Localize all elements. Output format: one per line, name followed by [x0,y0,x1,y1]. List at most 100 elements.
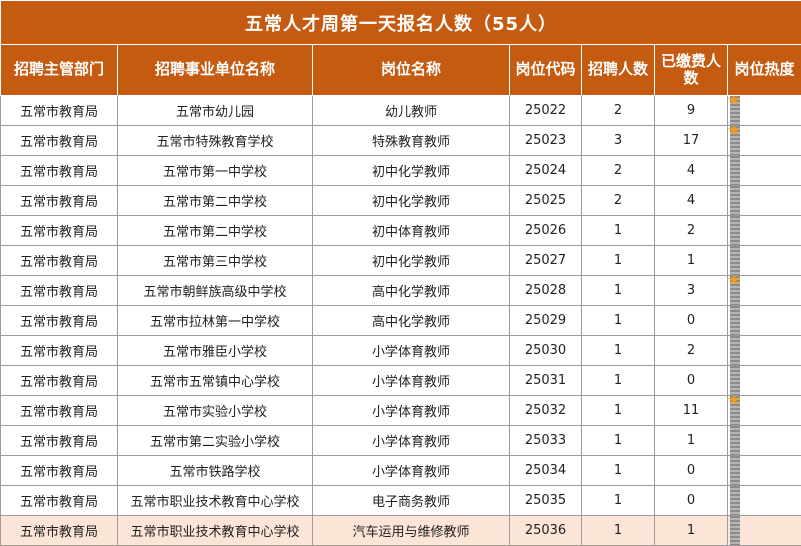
cell-post[interactable]: 幼儿教师 [313,96,510,126]
cell-heat[interactable]: ★ [728,96,801,126]
cell-dept[interactable]: 五常市教育局 [1,96,118,126]
col-header-unit[interactable]: 招聘事业单位名称 [118,45,313,96]
cell-hire[interactable]: 1 [582,516,655,546]
cell-paid[interactable]: 4 [655,186,728,216]
cell-heat[interactable] [728,306,801,336]
cell-heat[interactable] [728,516,801,546]
cell-post[interactable]: 初中体育教师 [313,216,510,246]
cell-hire[interactable]: 1 [582,396,655,426]
cell-code[interactable]: 25023 [510,126,582,156]
cell-hire[interactable]: 2 [582,96,655,126]
cell-dept[interactable]: 五常市教育局 [1,366,118,396]
cell-unit[interactable]: 五常市幼儿园 [118,96,313,126]
cell-heat[interactable] [728,156,801,186]
cell-unit[interactable]: 五常市职业技术教育中心学校 [118,516,313,546]
cell-paid[interactable]: 11 [655,396,728,426]
cell-hire[interactable]: 2 [582,156,655,186]
cell-post[interactable]: 小学体育教师 [313,456,510,486]
col-header-code[interactable]: 岗位代码 [510,45,582,96]
cell-paid[interactable]: 2 [655,336,728,366]
cell-code[interactable]: 25025 [510,186,582,216]
cell-unit[interactable]: 五常市第二中学校 [118,186,313,216]
cell-paid[interactable]: 3 [655,276,728,306]
cell-post[interactable]: 小学体育教师 [313,426,510,456]
cell-dept[interactable]: 五常市教育局 [1,306,118,336]
cell-post[interactable]: 初中化学教师 [313,186,510,216]
cell-post[interactable]: 小学体育教师 [313,366,510,396]
cell-heat[interactable]: ★ [728,276,801,306]
cell-unit[interactable]: 五常市职业技术教育中心学校 [118,486,313,516]
cell-paid[interactable]: 1 [655,426,728,456]
col-header-dept[interactable]: 招聘主管部门 [1,45,118,96]
cell-heat[interactable] [728,186,801,216]
cell-hire[interactable]: 1 [582,486,655,516]
cell-heat[interactable] [728,216,801,246]
cell-paid[interactable]: 0 [655,486,728,516]
cell-unit[interactable]: 五常市雅臣小学校 [118,336,313,366]
cell-code[interactable]: 25030 [510,336,582,366]
cell-hire[interactable]: 2 [582,186,655,216]
cell-heat[interactable] [728,366,801,396]
cell-dept[interactable]: 五常市教育局 [1,396,118,426]
cell-unit[interactable]: 五常市第二中学校 [118,216,313,246]
cell-hire[interactable]: 1 [582,276,655,306]
cell-post[interactable]: 高中化学教师 [313,276,510,306]
cell-dept[interactable]: 五常市教育局 [1,276,118,306]
cell-paid[interactable]: 17 [655,126,728,156]
cell-code[interactable]: 25036 [510,516,582,546]
cell-heat[interactable] [728,426,801,456]
cell-code[interactable]: 25027 [510,246,582,276]
cell-code[interactable]: 25034 [510,456,582,486]
cell-heat[interactable] [728,456,801,486]
cell-hire[interactable]: 1 [582,426,655,456]
cell-dept[interactable]: 五常市教育局 [1,186,118,216]
cell-dept[interactable]: 五常市教育局 [1,336,118,366]
cell-paid[interactable]: 0 [655,306,728,336]
cell-hire[interactable]: 1 [582,306,655,336]
cell-unit[interactable]: 五常市实验小学校 [118,396,313,426]
cell-dept[interactable]: 五常市教育局 [1,216,118,246]
cell-code[interactable]: 25035 [510,486,582,516]
cell-code[interactable]: 25022 [510,96,582,126]
cell-post[interactable]: 特殊教育教师 [313,126,510,156]
cell-code[interactable]: 25024 [510,156,582,186]
cell-paid[interactable]: 4 [655,156,728,186]
cell-code[interactable]: 25031 [510,366,582,396]
cell-post[interactable]: 高中化学教师 [313,306,510,336]
cell-hire[interactable]: 1 [582,456,655,486]
cell-dept[interactable]: 五常市教育局 [1,426,118,456]
cell-post[interactable]: 小学体育教师 [313,396,510,426]
cell-paid[interactable]: 2 [655,216,728,246]
cell-hire[interactable]: 1 [582,246,655,276]
cell-dept[interactable]: 五常市教育局 [1,126,118,156]
cell-unit[interactable]: 五常市第一中学校 [118,156,313,186]
col-header-paid[interactable]: 已缴费人数 [655,45,728,96]
cell-hire[interactable]: 1 [582,336,655,366]
cell-post[interactable]: 初中化学教师 [313,156,510,186]
cell-hire[interactable]: 1 [582,216,655,246]
cell-paid[interactable]: 1 [655,246,728,276]
cell-heat[interactable]: ★ [728,126,801,156]
cell-code[interactable]: 25028 [510,276,582,306]
cell-unit[interactable]: 五常市特殊教育学校 [118,126,313,156]
cell-dept[interactable]: 五常市教育局 [1,456,118,486]
cell-paid[interactable]: 1 [655,516,728,546]
cell-dept[interactable]: 五常市教育局 [1,516,118,546]
col-header-hire[interactable]: 招聘人数 [582,45,655,96]
cell-unit[interactable]: 五常市第三中学校 [118,246,313,276]
